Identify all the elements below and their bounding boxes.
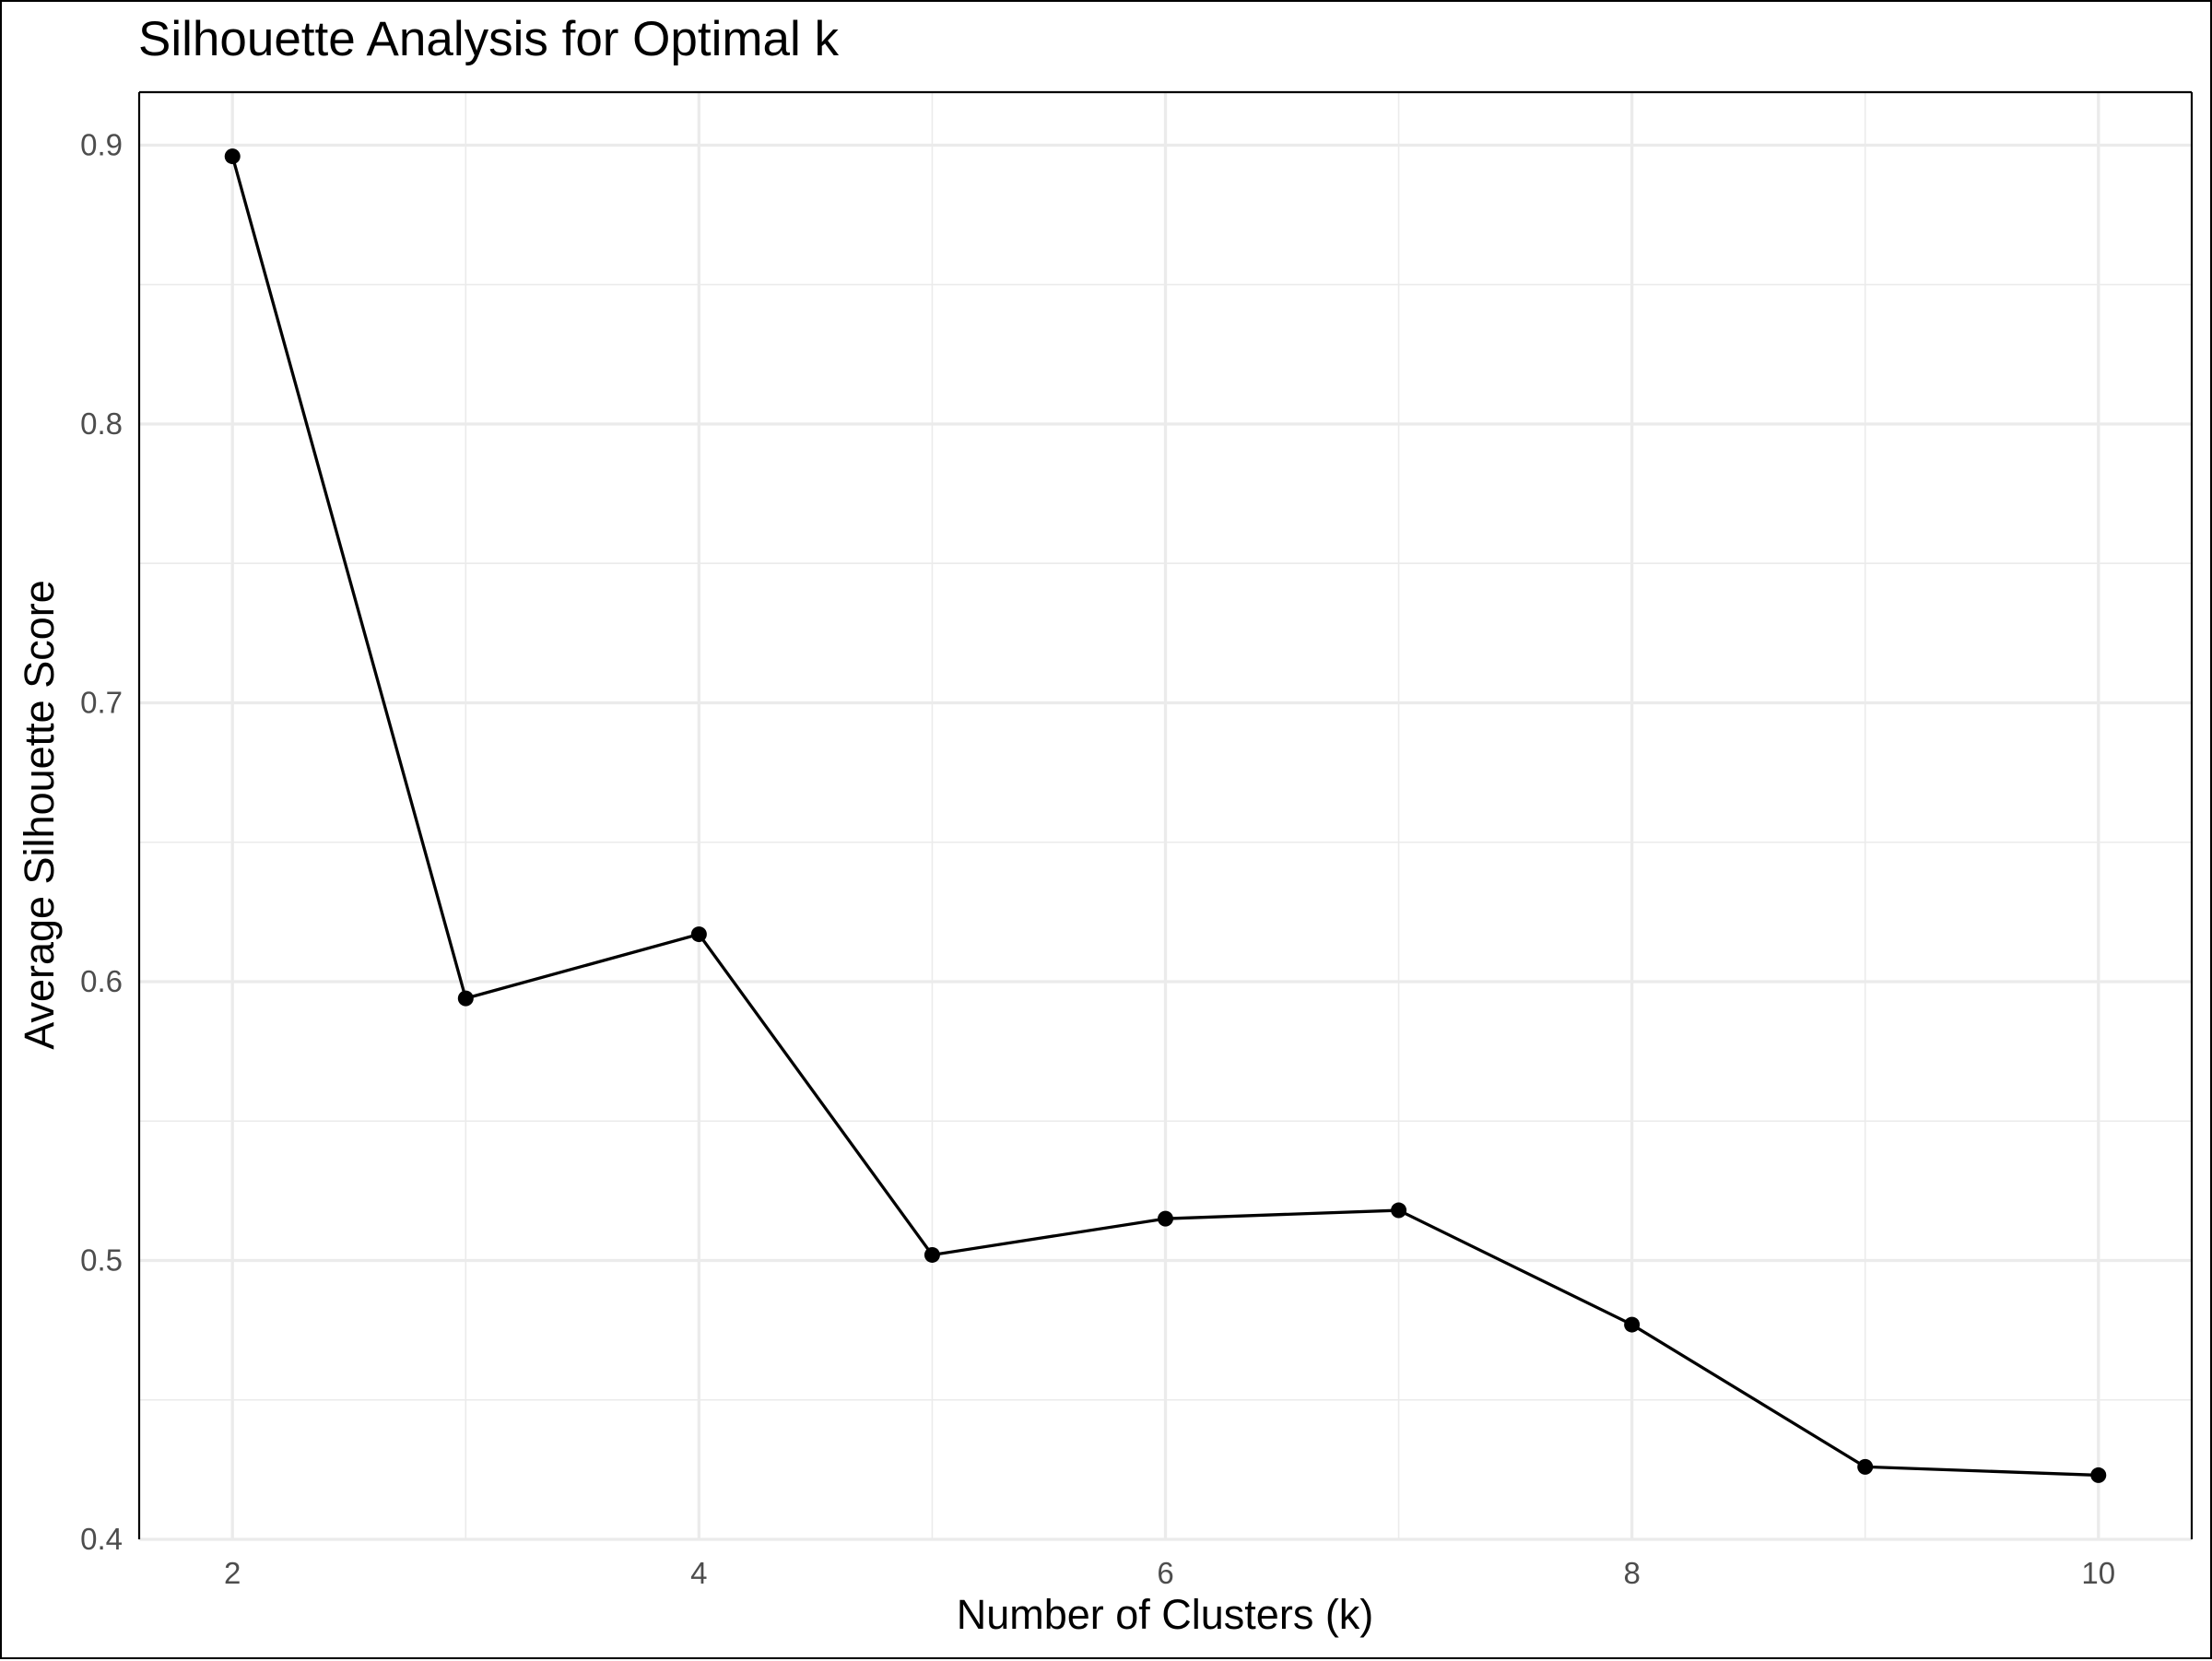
x-tick-label: 4 <box>690 1556 707 1590</box>
y-tick-label: 0.5 <box>80 1243 123 1277</box>
data-point <box>2090 1467 2107 1483</box>
data-point <box>224 148 241 165</box>
y-tick-label: 0.9 <box>80 127 123 161</box>
y-tick-label: 0.8 <box>80 406 123 441</box>
y-tick-label: 0.4 <box>80 1522 123 1556</box>
data-point <box>1857 1458 1874 1475</box>
axes <box>137 90 2194 1539</box>
x-axis-title: Number of Clusters (k) <box>957 1591 1374 1638</box>
data-point <box>1158 1210 1173 1227</box>
chart-title: Silhouette Analysis for Optimal k <box>138 12 840 66</box>
data-point <box>1391 1202 1407 1219</box>
data-point <box>924 1246 940 1263</box>
x-tick-label: 2 <box>224 1556 241 1590</box>
data-point <box>1624 1316 1641 1333</box>
grid-lines <box>139 92 2192 1541</box>
data-point <box>457 990 474 1007</box>
y-tick-label: 0.7 <box>80 685 123 719</box>
y-axis-title: Average Silhouette Score <box>16 580 63 1050</box>
x-tick-label: 8 <box>1623 1556 1640 1590</box>
x-tick-label: 10 <box>2081 1556 2115 1590</box>
data-series <box>224 148 2107 1483</box>
data-point <box>690 926 707 943</box>
x-tick-label: 6 <box>1157 1556 1173 1590</box>
y-tick-label: 0.6 <box>80 964 123 998</box>
tick-labels: 2 4 6 8 10 0.4 0.5 0.6 0.7 0.8 0.9 <box>80 127 2115 1590</box>
